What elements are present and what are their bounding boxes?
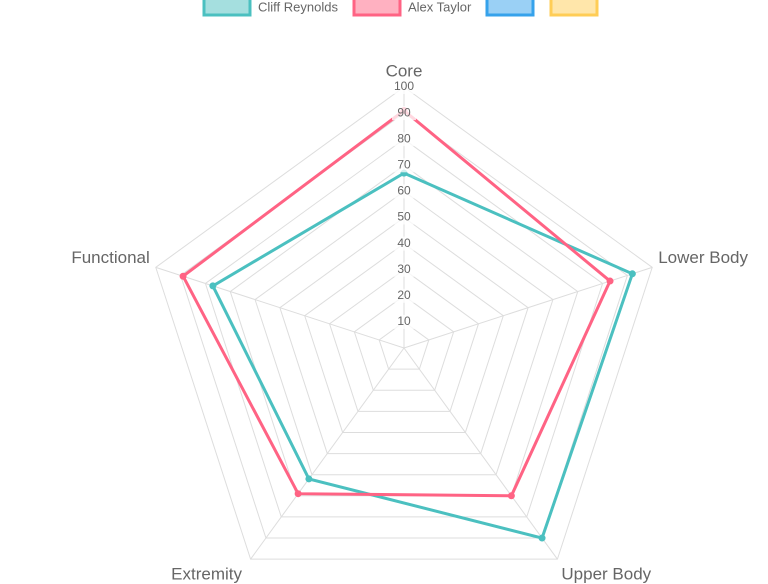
series-line <box>181 108 612 498</box>
legend-label: Cliff Reynolds <box>258 0 338 14</box>
grid-line <box>155 86 653 560</box>
category-label: Upper Body <box>561 565 651 584</box>
tick-label-bg <box>392 288 416 303</box>
legend-swatch <box>202 0 252 17</box>
tick-label: 100 <box>394 79 414 93</box>
tick-label-bg <box>392 80 416 94</box>
tick-label-bg <box>392 106 416 121</box>
tick-label: 50 <box>397 210 411 224</box>
category-label: Lower Body <box>658 248 748 267</box>
tick-label-bg <box>392 132 416 147</box>
grid-line <box>353 295 455 391</box>
legend-swatch <box>352 0 402 17</box>
tick-label-bg <box>392 158 416 173</box>
tick-label-bg <box>392 236 416 251</box>
grid-line <box>254 190 554 476</box>
data-point <box>179 272 187 280</box>
data-point <box>538 534 546 542</box>
data-point <box>606 277 614 285</box>
tick-label: 60 <box>397 184 411 198</box>
tick-label: 80 <box>397 131 411 145</box>
category-label: Core <box>386 61 423 80</box>
legend-swatch <box>485 0 535 17</box>
grid-line <box>279 216 529 455</box>
data-point <box>294 490 302 498</box>
grid-line <box>378 321 430 370</box>
legend-swatch <box>549 0 599 17</box>
tick-label-bg <box>392 262 416 277</box>
data-point <box>209 282 217 290</box>
category-label: Extremity <box>171 565 242 584</box>
grid-line <box>328 269 480 412</box>
legend-label: Alex Taylor <box>408 0 472 14</box>
data-point <box>507 492 515 500</box>
tick-label: 20 <box>397 288 411 302</box>
tick-label: 10 <box>397 314 411 328</box>
data-point <box>628 270 636 278</box>
tick-label-bg <box>392 184 416 199</box>
tick-label: 70 <box>397 157 411 171</box>
series-line <box>210 171 635 540</box>
category-label: Functional <box>71 248 149 267</box>
tick-label: 90 <box>397 105 411 119</box>
grid-line <box>204 138 604 518</box>
tick-label: 40 <box>397 236 411 250</box>
tick-label: 30 <box>397 262 411 276</box>
tick-label-bg <box>392 210 416 225</box>
data-point <box>305 475 313 483</box>
tick-label-bg <box>392 314 416 329</box>
grid-line <box>304 242 504 433</box>
